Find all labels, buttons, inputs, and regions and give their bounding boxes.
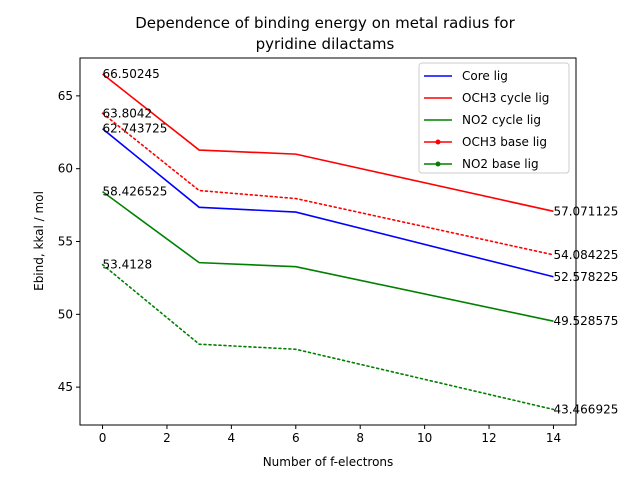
x-tick-label: 2: [163, 431, 171, 445]
legend-entry: NO2 cycle lig: [462, 113, 541, 127]
legend-entry: NO2 base lig: [462, 157, 539, 171]
x-tick-label: 0: [99, 431, 107, 445]
chart-title-line-2: pyridine dilactams: [256, 35, 395, 53]
x-tick-label: 8: [356, 431, 364, 445]
data-label: 58.426525: [103, 185, 168, 199]
x-axis-label: Number of f-electrons: [263, 455, 394, 469]
data-label: 63.8042: [103, 106, 153, 120]
x-tick-label: 14: [546, 431, 561, 445]
legend-entry: Core lig: [462, 69, 508, 83]
legend: Core lig OCH3 cycle lig NO2 cycle lig OCH3 …: [418, 62, 570, 174]
data-label: 43.466925: [553, 402, 618, 416]
data-label: 53.4128: [103, 258, 153, 272]
x-tick-label: 10: [417, 431, 432, 445]
data-label: 57.071125: [553, 204, 618, 218]
data-label: 54.084225: [553, 248, 618, 262]
series-line-och3-cycle-lig: [102, 73, 554, 213]
legend-marker: [435, 161, 441, 167]
legend-entry: OCH3 cycle lig: [462, 91, 549, 105]
x-tick-label: 12: [481, 431, 496, 445]
y-tick-label: 60: [58, 162, 73, 176]
data-label: 66.50245: [103, 67, 160, 81]
y-axis-label: Ebind, kkal / mol: [32, 191, 46, 291]
x-tick-label: 4: [228, 431, 236, 445]
x-axis: 0 2 4 6 8 10 12 14: [99, 425, 561, 445]
y-axis: 45 50 55 60 65: [58, 89, 80, 394]
y-tick-label: 45: [58, 380, 73, 394]
y-tick-label: 55: [58, 235, 73, 249]
y-tick-label: 50: [58, 307, 73, 321]
legend-entry: OCH3 base lig: [462, 135, 547, 149]
series-line-och3-base-lig: [101, 112, 555, 256]
data-label: 52.578225: [553, 270, 618, 284]
series-line-core-lig: [102, 128, 554, 278]
plot-area: 62.743725 52.578225 66.50245 57.071125 58.42…: [101, 67, 618, 416]
y-tick-label: 65: [58, 89, 73, 103]
series-line-no2-cycle-lig: [102, 190, 554, 322]
chart-title-line-1: Dependence of binding energy on metal ra…: [135, 14, 515, 32]
data-label: 62.743725: [103, 122, 168, 136]
x-tick-label: 6: [292, 431, 300, 445]
data-label: 49.528575: [553, 314, 618, 328]
legend-box: [418, 62, 570, 174]
series-line-no2-base-lig: [101, 263, 555, 411]
legend-marker: [435, 139, 441, 145]
